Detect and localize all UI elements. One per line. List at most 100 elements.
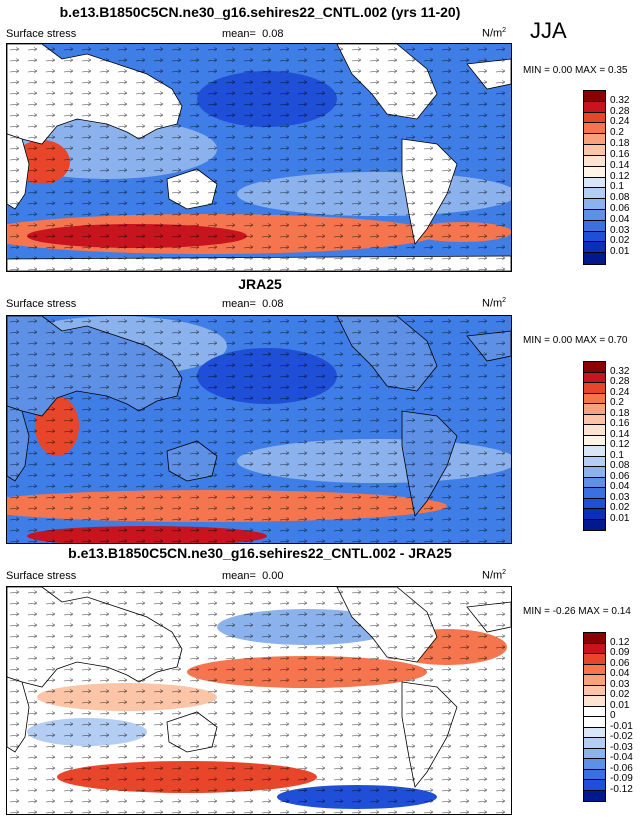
panel-3-minmax: MIN = -0.26 MAX = 0.14 — [523, 606, 631, 617]
colorbar-tick-label: 0.02 — [610, 235, 630, 247]
colorbar-tick-label: 0.24 — [610, 116, 630, 128]
colorbar-swatch — [584, 519, 605, 530]
colorbar-tick-label: 0.03 — [610, 491, 630, 503]
colorbar-swatch — [584, 209, 605, 221]
panel-3-mean-label: mean= — [222, 570, 256, 582]
panel-3-colorbar — [583, 632, 606, 802]
colorbar-swatch — [584, 456, 605, 467]
colorbar-tick-label: 0.12 — [610, 170, 630, 182]
colorbar-swatch — [584, 664, 605, 675]
colorbar-tick-label: 0.04 — [610, 481, 630, 492]
colorbar-swatch — [584, 220, 605, 232]
panel-1-variable: Surface stress — [6, 28, 77, 40]
colorbar-swatch — [584, 759, 605, 770]
panel-1-colorbar — [583, 90, 606, 265]
panel-1-units: N/m2 — [482, 27, 506, 40]
colorbar-tick-label: -0.09 — [610, 773, 633, 784]
colorbar-swatch — [584, 383, 605, 394]
colorbar-tick-label: 0.02 — [610, 689, 630, 700]
panel-1-title: b.e13.B1850C5CN.ne30_g16.sehires22_CNTL.… — [59, 4, 461, 20]
colorbar-tick-label: 0.2 — [610, 127, 624, 139]
panel-1-units-sup: 2 — [502, 27, 507, 34]
colorbar-tick-label: 0.06 — [610, 470, 630, 482]
colorbar-tick-label: -0.12 — [610, 783, 633, 795]
colorbar-swatch — [584, 467, 605, 478]
panel-2-mean: mean= 0.08 — [222, 298, 284, 310]
colorbar-swatch — [584, 446, 605, 457]
panel-1-minmax: MIN = 0.00 MAX = 0.35 — [523, 65, 628, 76]
colorbar-swatch — [584, 685, 605, 696]
panel-2-title: JRA25 — [238, 276, 282, 292]
panel-1-map-svg — [7, 44, 511, 271]
colorbar-tick-label: 0.18 — [610, 407, 630, 419]
panel-2-units-sup: 2 — [502, 297, 507, 304]
panel-3-mean-value: 0.00 — [262, 570, 284, 582]
panel-3-mean: mean= 0.00 — [222, 570, 284, 582]
colorbar-swatch — [584, 706, 605, 717]
colorbar-swatch — [584, 727, 605, 738]
colorbar-swatch — [584, 748, 605, 759]
colorbar-swatch — [584, 643, 605, 654]
colorbar-swatch — [584, 633, 605, 644]
colorbar-swatch — [584, 231, 605, 243]
panel-3-units: N/m2 — [482, 569, 506, 582]
colorbar-swatch — [584, 696, 605, 707]
colorbar-tick-label: -0.06 — [610, 762, 633, 774]
colorbar-tick-label: 0.24 — [610, 386, 630, 398]
colorbar-tick-label: 0 — [610, 710, 616, 721]
colorbar-tick-label: 0.04 — [610, 213, 630, 225]
season-label: JJA — [530, 18, 567, 43]
colorbar-swatch — [584, 134, 605, 146]
colorbar-swatch — [584, 362, 605, 373]
panel-1-mean: mean= 0.08 — [222, 28, 284, 40]
panel-1-map — [6, 43, 512, 272]
colorbar-tick-label: 0.03 — [610, 224, 630, 236]
colorbar-swatch — [584, 145, 605, 156]
colorbar-swatch — [584, 242, 605, 254]
colorbar-swatch — [584, 253, 605, 264]
panel-3-title: b.e13.B1850C5CN.ne30_g16.sehires22_CNTL.… — [68, 545, 452, 561]
panel-2-variable: Surface stress — [6, 298, 77, 310]
colorbar-tick-label: -0.02 — [610, 731, 633, 742]
colorbar-swatch — [584, 477, 605, 488]
colorbar-tick-label: 0.28 — [610, 105, 630, 117]
colorbar-tick-label: 0.02 — [610, 502, 630, 513]
colorbar-swatch — [584, 188, 605, 200]
colorbar-tick-label: 0.08 — [610, 460, 630, 471]
colorbar-tick-label: 0.14 — [610, 159, 630, 171]
colorbar-tick-label: 0.06 — [610, 657, 630, 669]
colorbar-tick-label: 0.09 — [610, 647, 630, 658]
colorbar-tick-label: 0.01 — [610, 699, 630, 711]
colorbar-tick-label: 0.2 — [610, 397, 624, 408]
panel-2-minmax: MIN = 0.00 MAX = 0.70 — [523, 335, 628, 346]
panel-3-units-sup: 2 — [502, 569, 507, 576]
stress-vectors — [7, 316, 511, 543]
colorbar-swatch — [584, 425, 605, 436]
colorbar-tick-label: 0.01 — [610, 512, 630, 524]
colorbar-tick-label: 0.18 — [610, 138, 630, 150]
colorbar-tick-label: 0.1 — [610, 449, 624, 461]
colorbar-swatch — [584, 101, 605, 113]
colorbar-tick-label: -0.04 — [610, 752, 633, 763]
colorbar-tick-label: 0.32 — [610, 365, 630, 377]
panel-3-variable: Surface stress — [6, 570, 77, 582]
colorbar-swatch — [584, 155, 605, 167]
colorbar-tick-label: 0.06 — [610, 202, 630, 214]
colorbar-tick-label: 0.12 — [610, 439, 630, 450]
colorbar-swatch — [584, 91, 605, 102]
colorbar-swatch — [584, 404, 605, 415]
panel-2-units-base: N/m — [482, 297, 503, 310]
panel-2-units: N/m2 — [482, 297, 506, 310]
colorbar-swatch — [584, 717, 605, 728]
colorbar-tick-label: 0.14 — [610, 428, 630, 440]
colorbar-swatch — [584, 654, 605, 665]
colorbar-swatch — [584, 675, 605, 686]
panel-1-mean-label: mean= — [222, 28, 256, 40]
colorbar-tick-label: -0.03 — [610, 741, 633, 753]
panel-2-map — [6, 315, 512, 544]
colorbar-swatch — [584, 435, 605, 446]
colorbar-tick-label: 0.16 — [610, 148, 630, 160]
colorbar-swatch — [584, 780, 605, 791]
colorbar-tick-label: 0.1 — [610, 181, 624, 193]
colorbar-swatch — [584, 769, 605, 780]
